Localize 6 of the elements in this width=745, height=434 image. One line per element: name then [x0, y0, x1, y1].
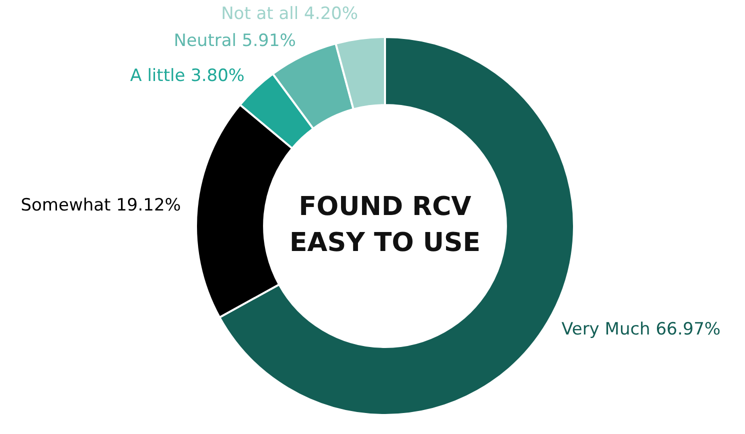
slice-label: Not at all 4.20% — [221, 4, 358, 24]
slice-label: A little 3.80% — [130, 66, 245, 86]
slice-label: Neutral 5.91% — [174, 30, 296, 51]
slice-label: Very Much 66.97% — [562, 320, 721, 340]
slice-label: Somewhat 19.12% — [20, 196, 181, 216]
text: FOUND RCV EASY TO USE — [290, 192, 480, 258]
